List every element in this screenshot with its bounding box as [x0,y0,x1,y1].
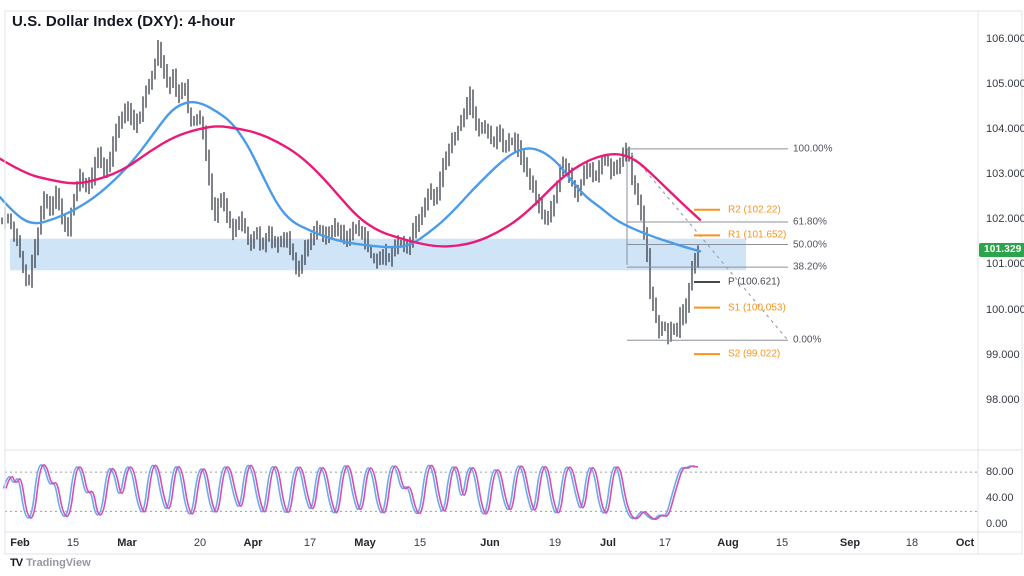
date-axis-label[interactable]: 15 [66,537,80,549]
date-axis-label[interactable]: 19 [548,537,562,549]
date-axis-label[interactable]: Feb [10,537,30,549]
stoch-k-line[interactable] [2,464,696,521]
date-axis-label[interactable]: Oct [955,537,975,549]
pivot-level-label: R2 (102.22) [728,204,781,216]
fib-level-label: 0.00% [793,334,822,346]
current-price-badge: 101.329 [979,242,1024,257]
fib-level-label: 50.00% [793,239,827,251]
tradingview-logo[interactable]: TV TradingView [10,557,91,569]
date-axis-label[interactable]: 15 [413,537,427,549]
date-axis-label[interactable]: 17 [303,537,317,549]
date-axis-label[interactable]: 17 [658,537,672,549]
price-axis-label: 99.000 [986,348,1020,361]
price-axis-label: 101.000 [986,258,1024,271]
date-axis-label[interactable]: Jun [480,537,500,549]
pivot-level-label: S1 (100.053) [728,302,786,314]
price-axis-label: 98.000 [986,393,1020,406]
support-zone [10,238,746,271]
date-axis-label[interactable]: May [354,537,376,549]
date-axis-label[interactable]: Aug [717,537,739,549]
fib-level-label: 61.80% [793,216,827,228]
pivot-level-label: R1 (101.652) [728,229,787,241]
date-axis-label[interactable]: Mar [117,537,137,549]
price-axis-label: 100.000 [986,303,1024,316]
date-axis-label[interactable]: 15 [775,537,789,549]
date-axis-label[interactable]: 20 [193,537,207,549]
date-axis-label[interactable]: Apr [243,537,263,549]
stoch-axis-label: 0.00 [986,517,1008,530]
stoch-axis-label: 80.00 [986,465,1014,478]
price-axis-label: 104.000 [986,122,1024,135]
date-axis-label[interactable]: Sep [839,537,861,549]
stoch-axis-label: 40.00 [986,491,1014,504]
fib-level-label: 100.00% [793,143,833,155]
chart-title: U.S. Dollar Index (DXY): 4-hour [12,13,236,30]
price-axis-label: 102.000 [986,213,1024,226]
price-axis-label: 105.000 [986,77,1024,90]
ma-fast-line[interactable] [0,100,702,253]
pivot-level-label: S2 (99.022) [728,348,781,360]
stoch-d-line[interactable] [5,464,698,521]
tradingview-logo-icon: TV [10,557,23,569]
fib-level-label: 38.20% [793,261,827,273]
price-axis-label: 106.000 [986,32,1024,45]
price-bars [1,39,699,345]
chart-frame [4,10,1023,555]
price-axis-label: 103.000 [986,168,1024,181]
date-axis-label[interactable]: 18 [905,537,919,549]
tradingview-logo-text: TradingView [26,557,91,569]
ma-slow-line[interactable] [0,125,702,248]
pivot-level-label: P (100.621) [728,276,781,288]
date-axis-label[interactable]: Jul [600,537,616,549]
